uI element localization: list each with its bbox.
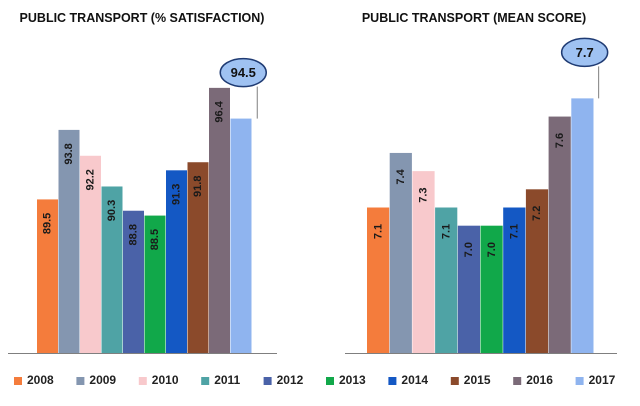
callout-bubble <box>219 57 267 88</box>
data-label-2014: 91.3 <box>171 184 183 205</box>
legend-label-2015: 2015 <box>464 373 491 387</box>
legend-swatch-2011 <box>201 377 210 385</box>
data-label-2009: 7.4 <box>395 168 407 184</box>
bar-2009 <box>389 152 412 353</box>
legend-swatch-2008 <box>14 377 22 385</box>
legend-label-2013: 2013 <box>339 373 366 387</box>
bar-2010 <box>80 155 101 353</box>
chart-mean-score: 7.1 7.4 7.3 7.1 7.0 7.0 7.1 7.2 7.6 7.7 <box>345 37 617 354</box>
data-label-2011: 7.1 <box>440 224 452 239</box>
data-label-2008: 89.5 <box>42 213 54 234</box>
bar-2012 <box>457 225 480 353</box>
data-label-2012: 7.0 <box>463 242 475 257</box>
bar-2011 <box>435 207 458 353</box>
data-label-2013: 88.5 <box>149 229 161 250</box>
legend-label-2014: 2014 <box>401 373 428 387</box>
legend: 2008 2009 2010 2011 2012 2013 2014 2015 2016 2017 <box>14 373 616 387</box>
data-label-2013: 7.0 <box>486 242 498 257</box>
data-label-2010: 92.2 <box>85 169 97 190</box>
bar-2015 <box>525 189 549 353</box>
legend-swatch-2016 <box>513 377 522 385</box>
data-label-2014: 7.1 <box>508 224 520 239</box>
bar-2017 <box>230 118 252 353</box>
bar-2009 <box>58 129 80 353</box>
chart-title-mean-score: PUBLIC TRANSPORT (MEAN SCORE) <box>362 11 586 25</box>
legend-swatch-2017 <box>575 377 584 385</box>
legend-swatch-2010 <box>138 377 147 385</box>
bar-2016 <box>548 116 571 353</box>
legend-swatch-2015 <box>450 377 459 385</box>
data-label-2011: 90.3 <box>106 200 118 221</box>
bar-2011 <box>101 186 123 353</box>
bar-2016 <box>209 87 230 353</box>
bar-2013 <box>144 215 166 353</box>
bar-2008 <box>367 207 390 353</box>
bar-2012 <box>123 210 144 353</box>
legend-label-2012: 2012 <box>277 373 304 387</box>
legend-label-2017: 2017 <box>589 373 616 387</box>
bar-2015 <box>187 162 209 353</box>
data-label-2016: 7.6 <box>554 133 566 148</box>
legend-swatch-2014 <box>388 377 397 385</box>
legend-swatch-2009 <box>76 377 85 385</box>
data-label-2008: 7.1 <box>372 224 384 239</box>
data-label-2009: 93.8 <box>63 143 75 164</box>
bar-2014 <box>166 170 187 353</box>
legend-label-2016: 2016 <box>526 373 553 387</box>
legend-label-2009: 2009 <box>89 373 116 387</box>
chart-title-satisfaction: PUBLIC TRANSPORT (% SATISFACTION) <box>20 11 265 25</box>
data-label-2010: 7.3 <box>418 187 430 202</box>
chart-satisfaction: 89.5 93.8 92.2 90.3 88.8 88.5 91.3 91.8 96.4 94.5 <box>8 57 277 354</box>
legend-label-2008: 2008 <box>27 373 54 387</box>
bar-2013 <box>480 225 503 353</box>
data-label-2012: 88.8 <box>128 224 140 245</box>
callout-label-2017: 94.5 <box>231 65 256 80</box>
legend-swatch-2013 <box>326 377 334 385</box>
legend-label-2010: 2010 <box>152 373 179 387</box>
legend-label-2011: 2011 <box>214 373 240 387</box>
callout-label-2017: 7.7 <box>576 45 594 60</box>
bar-2014 <box>503 207 526 353</box>
callout-bubble <box>560 37 609 68</box>
data-label-2015: 7.2 <box>531 206 543 221</box>
data-label-2016: 96.4 <box>214 100 226 122</box>
legend-swatch-2012 <box>263 377 272 385</box>
bar-2008 <box>37 199 58 353</box>
data-label-2015: 91.8 <box>192 176 204 197</box>
bar-2017 <box>571 98 594 353</box>
bar-2010 <box>412 171 435 353</box>
